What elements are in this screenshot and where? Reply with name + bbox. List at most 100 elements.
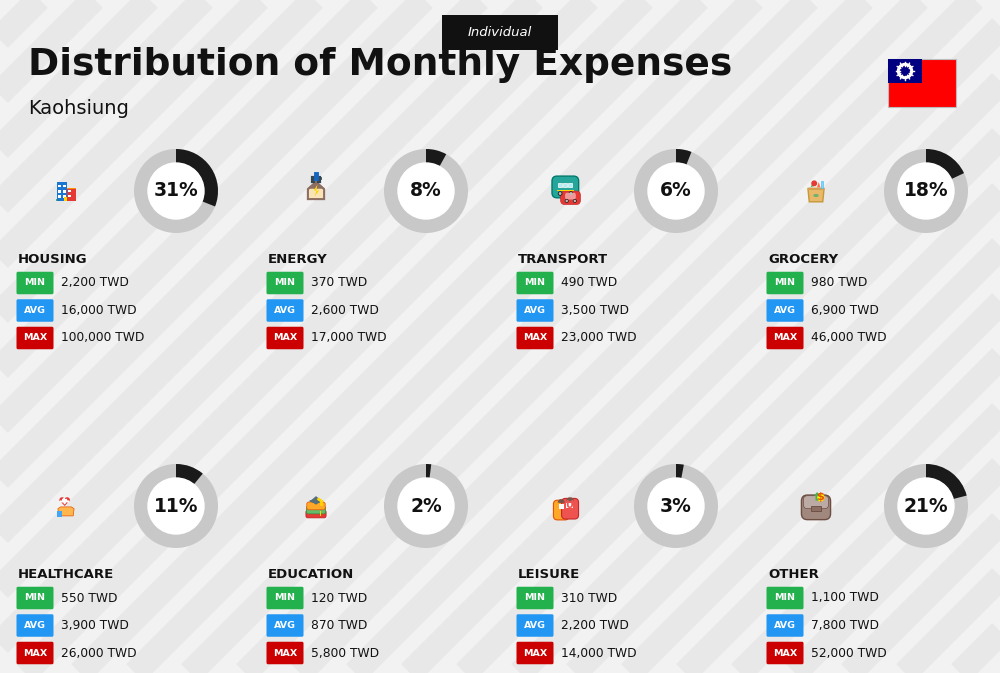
- Text: ENERGY: ENERGY: [268, 253, 328, 266]
- Wedge shape: [384, 464, 468, 548]
- FancyBboxPatch shape: [562, 499, 579, 519]
- Wedge shape: [884, 149, 968, 233]
- Circle shape: [901, 67, 910, 75]
- Text: MIN: MIN: [24, 279, 46, 287]
- Text: 6%: 6%: [660, 182, 692, 201]
- Text: Distribution of Monthly Expenses: Distribution of Monthly Expenses: [28, 47, 732, 83]
- Bar: [57, 182, 67, 201]
- FancyBboxPatch shape: [266, 299, 304, 322]
- Polygon shape: [814, 492, 820, 501]
- Text: 3,500 TWD: 3,500 TWD: [561, 304, 629, 317]
- Text: 8%: 8%: [410, 182, 442, 201]
- FancyBboxPatch shape: [552, 176, 579, 198]
- FancyBboxPatch shape: [561, 191, 580, 205]
- FancyBboxPatch shape: [767, 272, 804, 294]
- Text: 31%: 31%: [154, 182, 198, 201]
- Circle shape: [570, 192, 572, 194]
- Text: 980 TWD: 980 TWD: [811, 277, 867, 289]
- Text: MAX: MAX: [523, 649, 547, 658]
- Text: HEALTHCARE: HEALTHCARE: [18, 568, 114, 581]
- Text: MAX: MAX: [773, 649, 797, 658]
- Text: OTHER: OTHER: [768, 568, 819, 581]
- Text: MIN: MIN: [774, 594, 796, 602]
- FancyBboxPatch shape: [266, 614, 304, 637]
- Text: AVG: AVG: [274, 306, 296, 315]
- Wedge shape: [134, 149, 218, 233]
- Bar: [568, 183, 572, 187]
- Bar: [808, 188, 824, 190]
- Circle shape: [648, 163, 704, 219]
- Polygon shape: [308, 182, 324, 199]
- Bar: [888, 59, 922, 83]
- Wedge shape: [176, 464, 203, 485]
- Text: 11%: 11%: [154, 497, 198, 516]
- Text: MIN: MIN: [274, 279, 296, 287]
- Text: 2,200 TWD: 2,200 TWD: [561, 619, 629, 632]
- Text: MIN: MIN: [24, 594, 46, 602]
- Bar: [820, 180, 823, 188]
- FancyBboxPatch shape: [516, 614, 554, 637]
- Bar: [58, 190, 61, 192]
- FancyBboxPatch shape: [307, 502, 325, 510]
- FancyBboxPatch shape: [266, 642, 304, 664]
- Polygon shape: [811, 181, 815, 187]
- Text: 3,900 TWD: 3,900 TWD: [61, 619, 129, 632]
- Bar: [64, 197, 67, 201]
- Text: MAX: MAX: [23, 334, 47, 343]
- FancyBboxPatch shape: [266, 272, 304, 294]
- FancyBboxPatch shape: [16, 327, 53, 349]
- FancyBboxPatch shape: [803, 496, 829, 509]
- Bar: [68, 194, 71, 197]
- Text: LEISURE: LEISURE: [518, 568, 580, 581]
- Polygon shape: [310, 496, 322, 505]
- Circle shape: [559, 192, 561, 194]
- Text: TRANSPORT: TRANSPORT: [518, 253, 608, 266]
- Bar: [320, 511, 321, 516]
- Text: MAX: MAX: [523, 334, 547, 343]
- Text: GROCERY: GROCERY: [768, 253, 838, 266]
- Polygon shape: [817, 182, 820, 187]
- Text: 550 TWD: 550 TWD: [61, 592, 118, 604]
- Text: AVG: AVG: [24, 621, 46, 630]
- Bar: [68, 190, 71, 192]
- Ellipse shape: [813, 194, 819, 197]
- Text: $: $: [817, 493, 824, 503]
- FancyBboxPatch shape: [767, 299, 804, 322]
- Text: 17,000 TWD: 17,000 TWD: [311, 332, 387, 345]
- Text: HOUSING: HOUSING: [18, 253, 88, 266]
- Text: 52,000 TWD: 52,000 TWD: [811, 647, 887, 660]
- Text: 5,800 TWD: 5,800 TWD: [311, 647, 379, 660]
- FancyBboxPatch shape: [516, 587, 554, 609]
- Text: AVG: AVG: [24, 306, 46, 315]
- Text: EDUCATION: EDUCATION: [268, 568, 354, 581]
- FancyBboxPatch shape: [266, 587, 304, 609]
- Wedge shape: [634, 464, 718, 548]
- FancyBboxPatch shape: [16, 299, 53, 322]
- Text: MAX: MAX: [273, 334, 297, 343]
- FancyBboxPatch shape: [767, 327, 804, 349]
- Bar: [557, 190, 574, 191]
- Text: MAX: MAX: [23, 649, 47, 658]
- Text: 370 TWD: 370 TWD: [311, 277, 367, 289]
- Bar: [559, 504, 564, 509]
- Text: MIN: MIN: [524, 594, 546, 602]
- Text: 120 TWD: 120 TWD: [311, 592, 367, 604]
- Text: 1,100 TWD: 1,100 TWD: [811, 592, 879, 604]
- Text: MIN: MIN: [524, 279, 546, 287]
- Text: MAX: MAX: [773, 334, 797, 343]
- Bar: [58, 195, 61, 199]
- Polygon shape: [59, 500, 70, 506]
- Wedge shape: [676, 149, 691, 165]
- Bar: [63, 184, 66, 187]
- Circle shape: [398, 478, 454, 534]
- Text: Individual: Individual: [468, 26, 532, 38]
- FancyBboxPatch shape: [516, 327, 554, 349]
- Bar: [64, 498, 65, 502]
- Text: 6,900 TWD: 6,900 TWD: [811, 304, 879, 317]
- FancyBboxPatch shape: [306, 506, 326, 514]
- Text: 490 TWD: 490 TWD: [561, 277, 617, 289]
- Wedge shape: [426, 464, 431, 479]
- FancyBboxPatch shape: [16, 587, 53, 609]
- Wedge shape: [634, 149, 718, 233]
- Text: 26,000 TWD: 26,000 TWD: [61, 647, 137, 660]
